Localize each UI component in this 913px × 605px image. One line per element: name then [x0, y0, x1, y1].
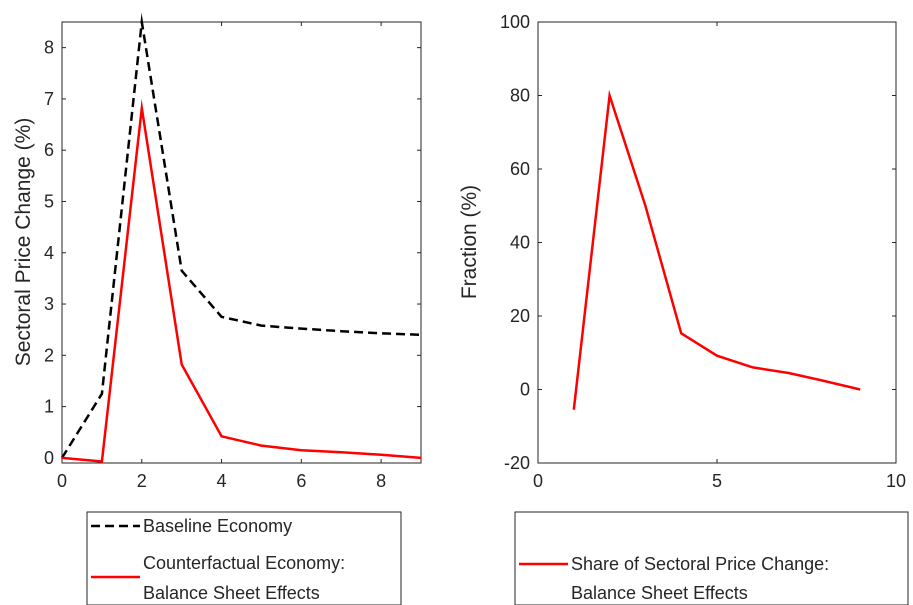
- left-x-tick-label: 6: [296, 471, 306, 491]
- left-y-tick-label: 6: [44, 140, 54, 160]
- left-x-tick-label: 4: [217, 471, 227, 491]
- left-chart-series: [60, 12, 422, 463]
- left-chart-legend: Baseline Economy Counterfactual Economy:…: [86, 511, 402, 605]
- right-y-tick-label: 20: [510, 306, 530, 326]
- left-legend-box: [86, 511, 402, 605]
- right-y-tick-label: 80: [510, 86, 530, 106]
- left-y-tick-label: 4: [44, 243, 54, 263]
- left-chart-ticks: 0 2 4 6 8 0 1 2 3 4 5 6 7 8: [44, 22, 421, 491]
- left-x-tick-label: 0: [57, 471, 67, 491]
- left-y-tick-label: 5: [44, 191, 54, 211]
- left-y-tick-label: 7: [44, 89, 54, 109]
- legend-label-counterfactual: Counterfactual Economy: Balance Sheet Ef…: [143, 553, 350, 603]
- legend-label-share: Share of Sectoral Price Change: Balance …: [571, 554, 834, 603]
- left-chart-y-axis-label: Sectoral Price Change (%): [12, 118, 35, 367]
- legend-label-baseline: Baseline Economy: [143, 516, 292, 536]
- right-legend-box: [514, 511, 909, 605]
- legend-label-share-line-1: Share of Sectoral Price Change:: [571, 554, 829, 574]
- right-series-line-0: [572, 89, 861, 410]
- right-chart-series: [572, 89, 861, 410]
- legend-label-counterfactual-line-2: Balance Sheet Effects: [143, 583, 320, 603]
- left-y-tick-label: 1: [44, 397, 54, 417]
- right-chart-plot-box: [537, 21, 897, 464]
- right-x-tick-label: 5: [712, 471, 722, 491]
- right-y-tick-label: 0: [520, 380, 530, 400]
- left-y-tick-label: 8: [44, 38, 54, 58]
- right-chart-legend: Share of Sectoral Price Change: Balance …: [514, 511, 909, 605]
- right-y-tick-label: -20: [504, 453, 530, 473]
- legend-label-share-line-2: Balance Sheet Effects: [571, 583, 748, 603]
- right-y-tick-label: 60: [510, 159, 530, 179]
- left-series-line-0: [60, 12, 422, 459]
- left-x-tick-label: 8: [376, 471, 386, 491]
- right-y-tick-label: 40: [510, 233, 530, 253]
- right-x-tick-label: 10: [886, 471, 906, 491]
- left-y-tick-label: 3: [44, 294, 54, 314]
- left-chart: 0 2 4 6 8 0 1 2 3 4 5 6 7 8 Sectoral Price Change (%): [12, 12, 422, 491]
- right-chart-y-axis-label: Fraction (%): [458, 185, 481, 299]
- left-x-tick-label: 2: [137, 471, 147, 491]
- legend-label-counterfactual-line-1: Counterfactual Economy:: [143, 553, 345, 573]
- left-series-line-1: [61, 98, 422, 463]
- right-y-tick-label: 100: [500, 12, 530, 32]
- left-y-tick-label: 2: [44, 345, 54, 365]
- left-y-tick-label: 0: [44, 448, 54, 468]
- left-chart-plot-box: [61, 21, 422, 464]
- right-x-tick-label: 0: [533, 471, 543, 491]
